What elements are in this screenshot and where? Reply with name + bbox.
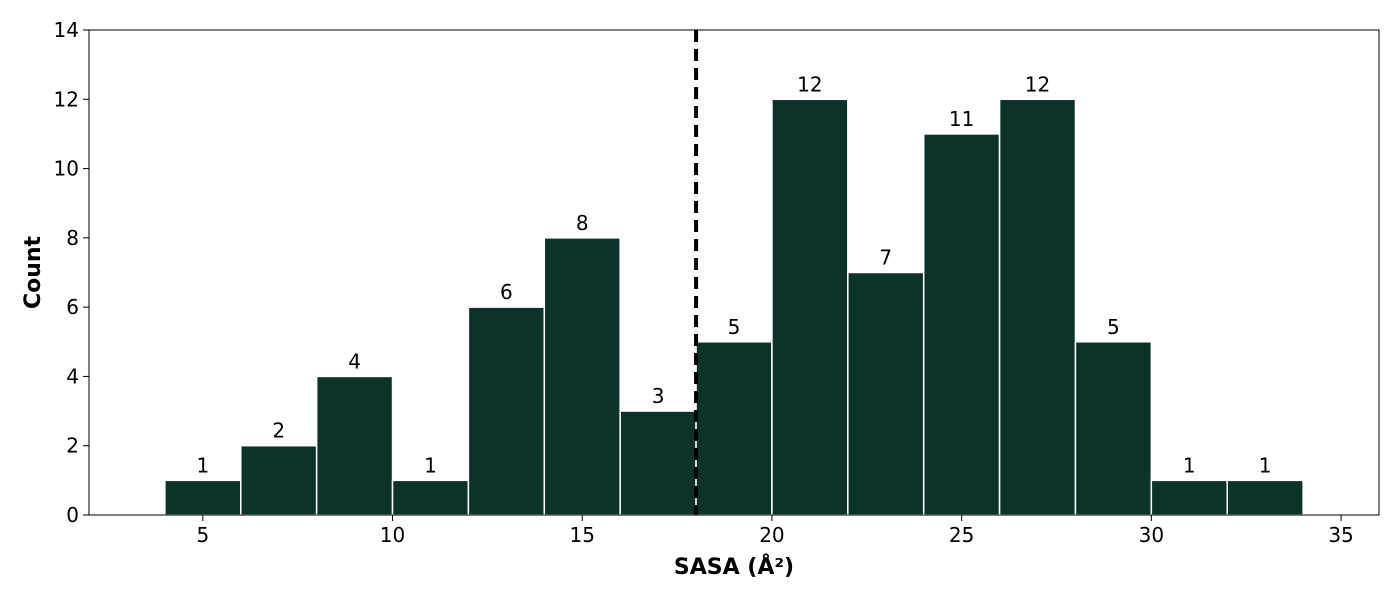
histogram-bar <box>1150 479 1228 516</box>
histogram-bar <box>771 98 849 516</box>
histogram-bar <box>467 306 546 516</box>
histogram-bar <box>164 479 242 516</box>
bar-value-label: 1 <box>424 453 437 477</box>
x-tick-label: 5 <box>196 523 209 547</box>
histogram-bar <box>543 237 621 516</box>
histogram-bar <box>847 271 925 516</box>
y-tick-label: 10 <box>54 157 79 181</box>
y-tick-label: 6 <box>66 295 79 319</box>
bar-value-label: 1 <box>1183 453 1196 477</box>
histogram-bar <box>1226 479 1304 516</box>
y-tick-label: 12 <box>54 87 79 111</box>
bar-value-label: 4 <box>348 349 361 373</box>
bar-value-label: 5 <box>1107 315 1120 339</box>
plot-frame <box>88 29 1380 516</box>
y-tick-label: 8 <box>66 226 79 250</box>
x-tick-label: 15 <box>570 523 595 547</box>
bars-layer <box>164 98 1304 516</box>
histogram-bar <box>1074 341 1153 516</box>
histogram-bar <box>619 410 697 516</box>
x-tick-label: 10 <box>380 523 405 547</box>
bar-value-label: 6 <box>500 280 513 304</box>
bar-value-label: 2 <box>272 419 285 443</box>
bar-value-label: 7 <box>879 246 892 270</box>
y-tick-label: 4 <box>66 364 79 388</box>
y-tick-label: 0 <box>66 503 79 527</box>
bar-value-label: 5 <box>728 315 741 339</box>
x-tick-label: 35 <box>1328 523 1353 547</box>
y-axis-title: Count <box>21 235 46 309</box>
histogram-bar <box>695 341 773 516</box>
bar-value-label: 3 <box>652 384 665 408</box>
histogram-bar <box>998 98 1077 516</box>
bar-value-label: 11 <box>949 107 974 131</box>
bar-value-label: 1 <box>196 453 209 477</box>
bar-value-label: 8 <box>576 211 589 235</box>
y-tick-label: 14 <box>54 18 79 42</box>
x-tick-label: 25 <box>949 523 974 547</box>
x-tick-label: 30 <box>1139 523 1164 547</box>
x-axis-ticks: 5 10 15 20 25 30 35 <box>196 515 1354 547</box>
x-axis-title: SASA (Å²) <box>674 554 794 580</box>
histogram-bar <box>922 133 1001 516</box>
bar-value-label: 12 <box>1025 72 1050 96</box>
x-tick-label: 20 <box>759 523 784 547</box>
bar-value-label: 12 <box>797 72 822 96</box>
histogram-bar <box>240 444 318 516</box>
histogram-bar <box>391 479 470 516</box>
bar-value-label: 1 <box>1259 453 1272 477</box>
y-axis-ticks: 0 2 4 6 8 10 12 14 <box>54 18 89 527</box>
histogram-bar <box>315 375 394 516</box>
y-tick-label: 2 <box>66 434 79 458</box>
